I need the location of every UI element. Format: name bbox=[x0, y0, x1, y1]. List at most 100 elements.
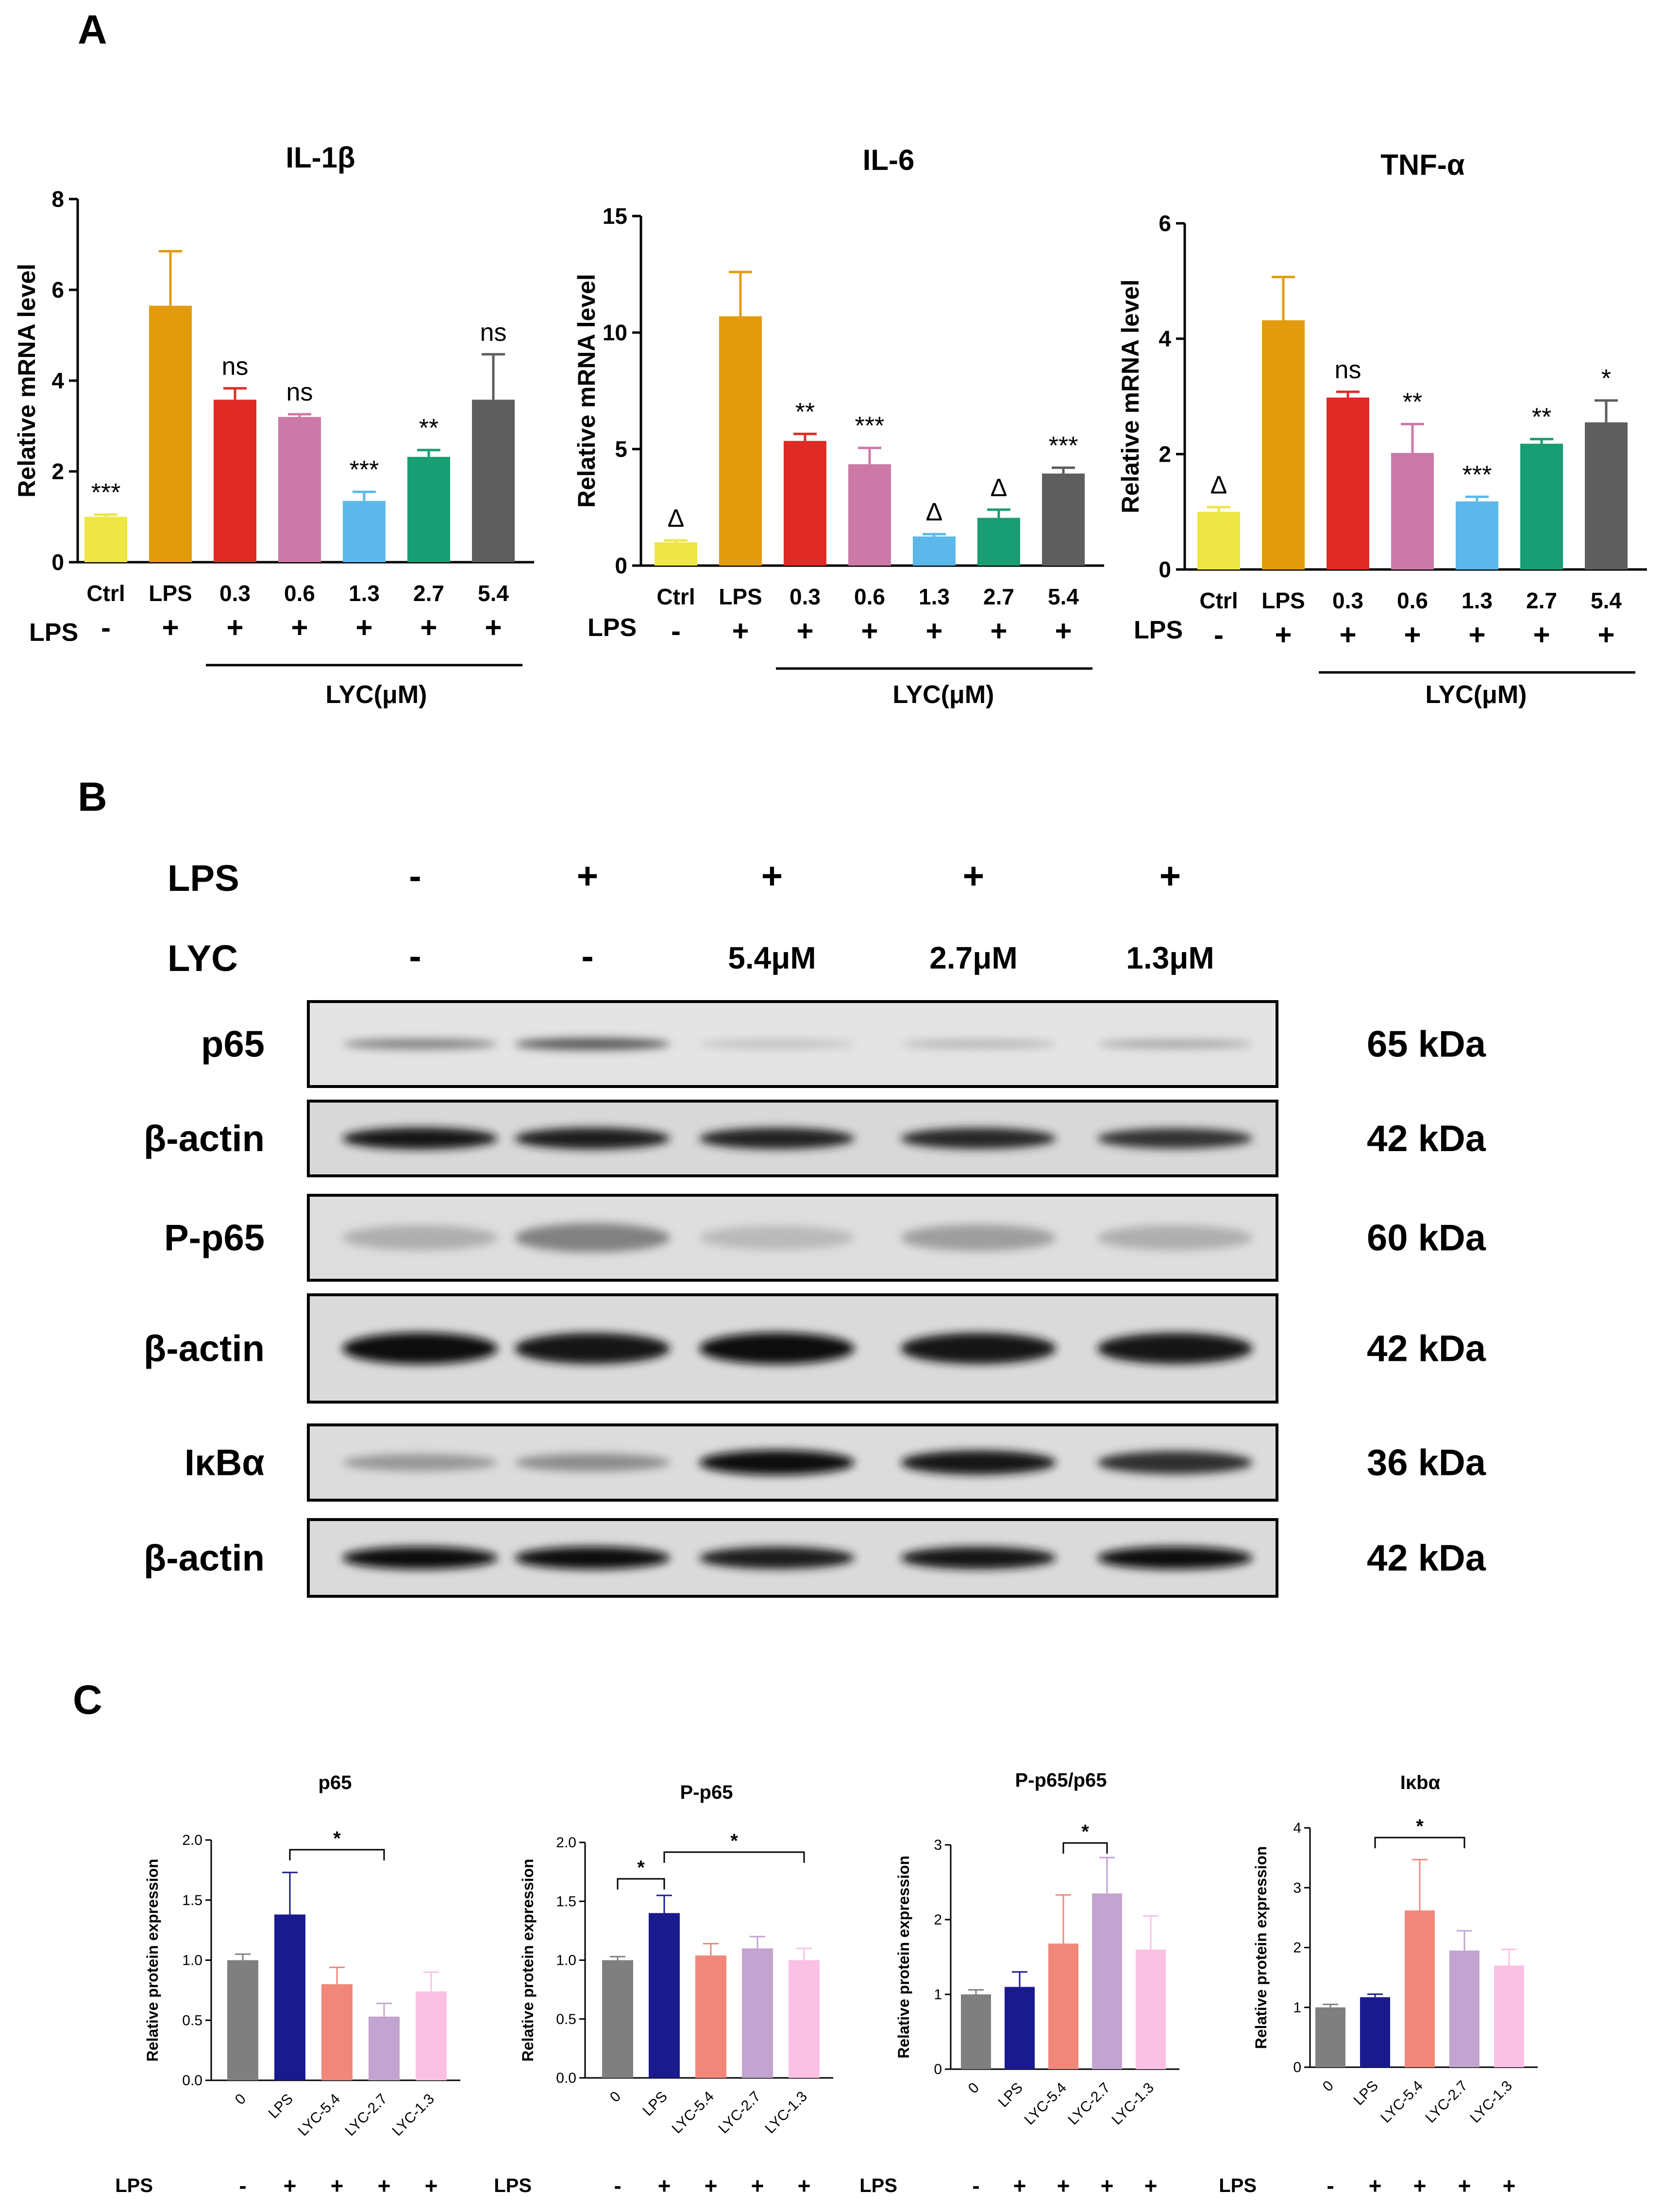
bar bbox=[1449, 1950, 1479, 2067]
significance-bracket bbox=[663, 1851, 805, 1863]
bar bbox=[655, 542, 697, 566]
lps-sign: - bbox=[239, 2173, 246, 2198]
bar bbox=[1585, 422, 1628, 569]
lane-lyc-value: 5.4μM bbox=[728, 940, 816, 975]
blot-band bbox=[1097, 1451, 1253, 1474]
x-tick-label: LPS bbox=[149, 581, 192, 606]
lps-sign: + bbox=[1339, 619, 1356, 651]
bar bbox=[1092, 1893, 1122, 2069]
x-tick-label: LYC-2.7 bbox=[1065, 2080, 1113, 2128]
y-axis-label: Relative protein expression bbox=[144, 1859, 161, 2062]
blot-band bbox=[342, 1225, 498, 1251]
x-tick-label: LYC-5.4 bbox=[1021, 2080, 1070, 2128]
significance-label: *** bbox=[350, 456, 379, 484]
y-tick-label: 2 bbox=[1159, 441, 1171, 467]
bar bbox=[961, 1994, 991, 2069]
blot-kda-label: 65 kDa bbox=[1367, 1024, 1486, 1065]
x-tick-label: 2.7 bbox=[413, 581, 444, 606]
lps-sign: + bbox=[1413, 2173, 1427, 2198]
bar bbox=[321, 1984, 353, 2080]
blot-band bbox=[1097, 1128, 1253, 1149]
lps-sign: + bbox=[162, 611, 179, 644]
lps-sign: + bbox=[1101, 2173, 1114, 2198]
x-tick-label: 0.3 bbox=[219, 581, 251, 606]
panel-c-chart-2: P-p65 0.0 0.5 1.0 1.5 2.0 Relative protein exp… bbox=[494, 1782, 833, 2198]
blot-protein-label: β-actin bbox=[144, 1328, 265, 1370]
bar bbox=[1456, 501, 1498, 569]
y-tick-label: 0 bbox=[934, 2061, 942, 2077]
blot-band bbox=[901, 1546, 1056, 1570]
panel-c-chart-4: Iκbα 0 1 2 3 4 Relative protein expression 0 - LP… bbox=[1219, 1772, 1538, 2198]
lps-row-label: LPS bbox=[115, 2175, 153, 2196]
significance-label: * bbox=[1416, 1816, 1424, 1837]
lps-sign: + bbox=[1369, 2173, 1382, 2198]
y-tick-label: 1 bbox=[934, 1987, 942, 2003]
blot-protein-label: β-actin bbox=[144, 1538, 265, 1579]
blot-band bbox=[699, 1547, 855, 1569]
bar bbox=[913, 536, 956, 566]
blot-band bbox=[342, 1038, 498, 1050]
y-axis-label: Relative protein expression bbox=[519, 1859, 537, 2062]
bar bbox=[1005, 1987, 1035, 2069]
lps-sign: + bbox=[990, 615, 1007, 647]
x-tick-label: Ctrl bbox=[1199, 588, 1238, 613]
panel-c-chart-1: p65 0.0 0.5 1.0 1.5 2.0 Relative protein expre… bbox=[115, 1772, 460, 2198]
panel-a-chart-2: IL-6 0 5 10 15 Relative mRNA level Δ Ctrl - LPS + *… bbox=[573, 144, 1104, 670]
lps-sign: + bbox=[1404, 619, 1421, 651]
bar bbox=[1042, 473, 1085, 566]
blot-protein-label: IκBα bbox=[185, 1442, 265, 1484]
blot-band bbox=[699, 1332, 855, 1365]
x-tick-label: Ctrl bbox=[656, 584, 695, 609]
significance-label: Δ bbox=[668, 504, 685, 533]
bar bbox=[1315, 2007, 1345, 2067]
lps-sign: + bbox=[751, 2173, 764, 2198]
significance-label: ns bbox=[1335, 356, 1361, 384]
bar bbox=[602, 1960, 633, 2078]
lps-sign: - bbox=[614, 2173, 621, 2198]
y-axis-label: Relative mRNA level bbox=[573, 274, 600, 508]
lps-sign: + bbox=[1144, 2173, 1158, 2198]
x-tick-label: 1.3 bbox=[919, 584, 950, 609]
lps-sign: + bbox=[796, 615, 813, 647]
bar bbox=[1360, 1997, 1390, 2067]
chart-title: p65 bbox=[319, 1772, 352, 1793]
y-tick-label: 0 bbox=[51, 550, 64, 575]
lps-sign: - bbox=[671, 615, 681, 647]
chart-title: IL-1β bbox=[286, 141, 355, 174]
lane-lyc-value: 1.3μM bbox=[1126, 940, 1214, 975]
lane-lps-sign: + bbox=[577, 855, 598, 897]
lane-lps-sign: + bbox=[1159, 855, 1181, 897]
y-tick-label: 0.0 bbox=[556, 2070, 576, 2086]
x-tick-label: LYC-5.4 bbox=[669, 2089, 717, 2137]
y-tick-label: 1.0 bbox=[182, 1953, 202, 1969]
y-tick-label: 1.0 bbox=[556, 1953, 576, 1969]
x-tick-label: 2.7 bbox=[1526, 588, 1557, 613]
blot-row: β-actin 42 kDa bbox=[144, 1293, 1486, 1404]
blot-protein-label: P-p65 bbox=[164, 1218, 265, 1259]
blot-band bbox=[901, 1224, 1056, 1251]
chart-title: TNF-α bbox=[1380, 149, 1465, 181]
blot-row: P-p65 60 kDa bbox=[164, 1194, 1486, 1282]
blot-band bbox=[699, 1039, 855, 1049]
chart-title: P-p65 bbox=[680, 1782, 733, 1803]
significance-label: ns bbox=[222, 352, 249, 381]
y-tick-label: 0 bbox=[1159, 557, 1171, 582]
x-tick-label: LYC-1.3 bbox=[1109, 2080, 1157, 2128]
lps-sign: + bbox=[1468, 619, 1485, 651]
bar bbox=[719, 316, 762, 566]
y-tick-label: 6 bbox=[1159, 211, 1171, 236]
panel-c-chart-3: P-p65/p65 0 1 2 3 Relative protein expression… bbox=[859, 1770, 1179, 2198]
x-tick-label: LYC-1.3 bbox=[1467, 2078, 1515, 2126]
blot-band bbox=[699, 1225, 855, 1250]
x-tick-label: 5.4 bbox=[1591, 588, 1622, 613]
y-tick-label: 0 bbox=[1293, 2059, 1301, 2075]
x-tick-label: LPS bbox=[719, 584, 762, 609]
bar bbox=[977, 518, 1020, 566]
bar bbox=[214, 400, 256, 562]
lps-sign: + bbox=[226, 611, 243, 644]
bar bbox=[274, 1914, 305, 2080]
y-tick-label: 2.0 bbox=[556, 1835, 576, 1851]
lps-sign: + bbox=[1458, 2173, 1471, 2198]
significance-label: * bbox=[637, 1857, 645, 1878]
